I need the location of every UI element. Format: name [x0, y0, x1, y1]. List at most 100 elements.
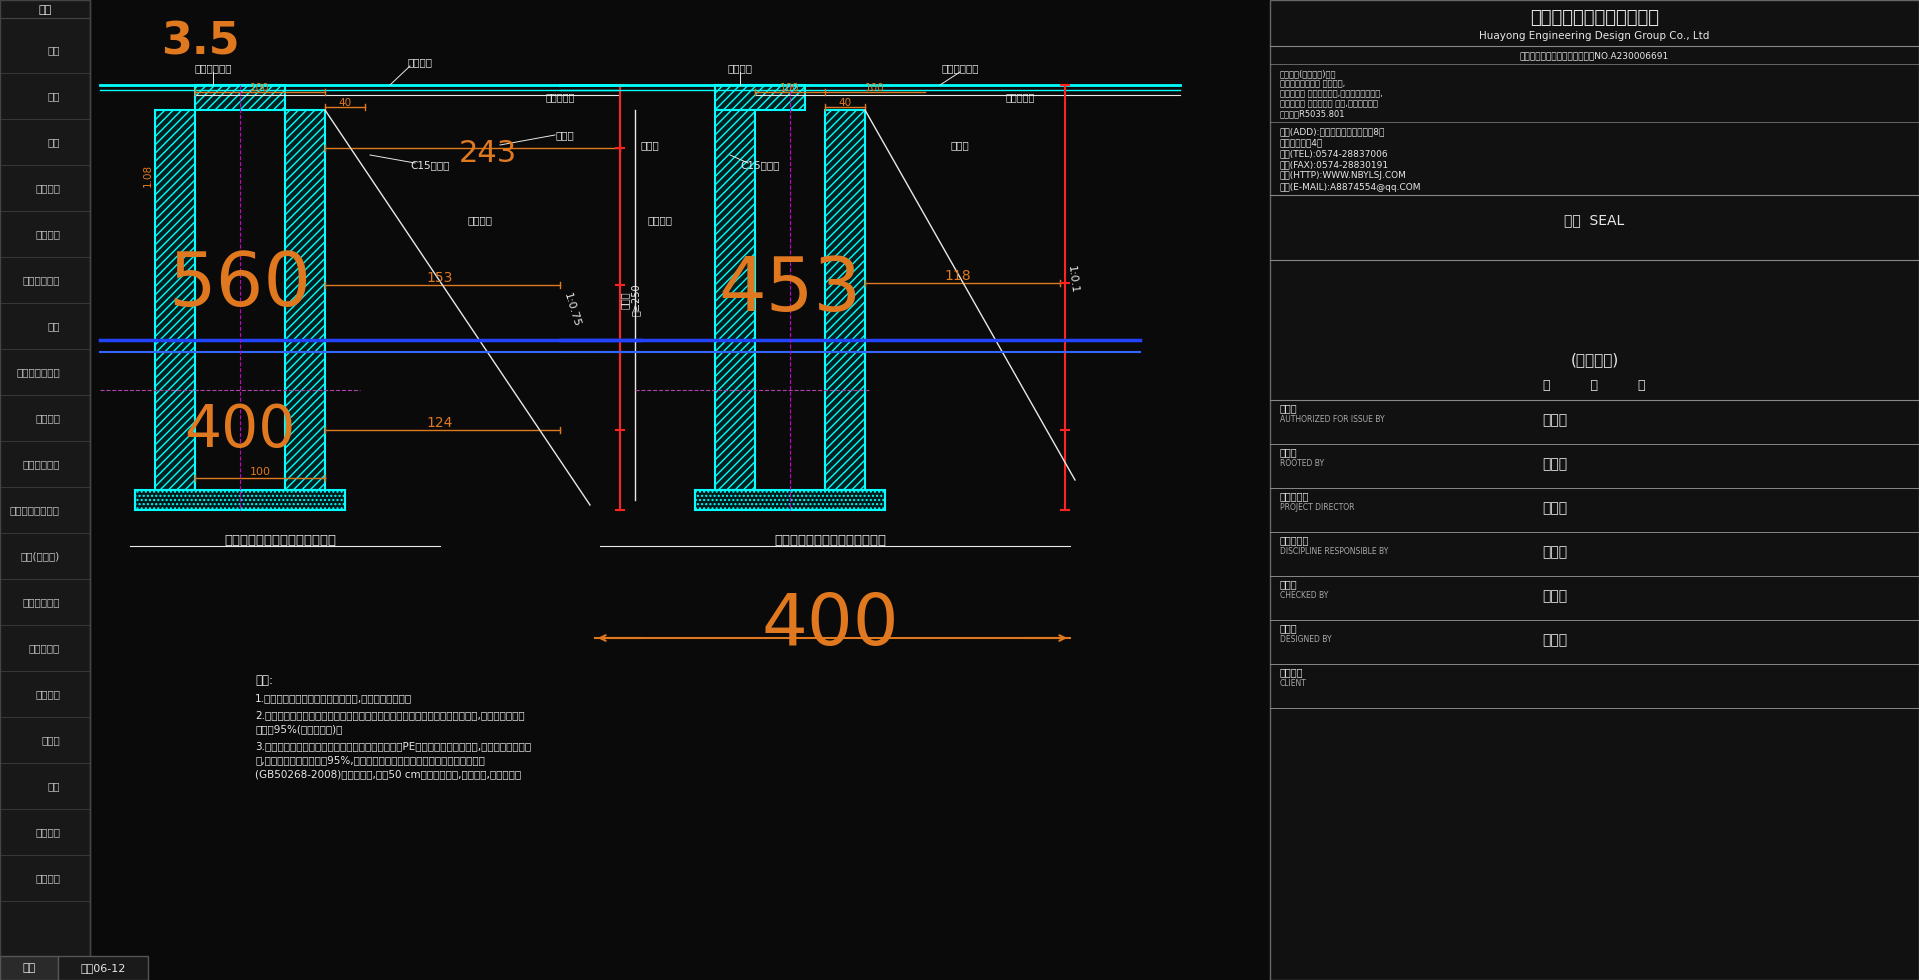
Text: 对齐: 对齐 [48, 45, 59, 55]
Text: 设计路面标高: 设计路面标高 [194, 63, 232, 73]
Text: 柯宝生: 柯宝生 [1543, 457, 1568, 471]
Bar [286, 110, 324, 490]
Bar [196, 85, 286, 110]
Text: 审定人: 审定人 [1280, 403, 1297, 413]
Text: 400: 400 [762, 591, 898, 660]
Text: 100: 100 [865, 83, 885, 93]
Text: 设计人: 设计人 [1280, 623, 1297, 633]
Text: CHECKED BY: CHECKED BY [1280, 591, 1328, 600]
Bar [716, 110, 754, 490]
Text: 宕渣层: 宕渣层 [950, 140, 969, 150]
Text: 校对人: 校对人 [1280, 579, 1297, 589]
Text: C15细石砖: C15细石砖 [741, 160, 779, 170]
Text: 3.当管井大于保允许的压实度不足规定的区域均需做PE管道回填要求进行回填,其他区域可用土回: 3.当管井大于保允许的压实度不足规定的区域均需做PE管道回填要求进行回填,其他区… [255, 741, 532, 751]
Text: 124: 124 [426, 416, 453, 430]
Text: 水利水利测 给排水管道 漏冲,漏冲测测测等: 水利水利测 给排水管道 漏冲,漏冲测测测等 [1280, 100, 1378, 109]
Text: 2.管井井筒周围回填细渣土在道路范围以外于打手夸的内管井周围均需回填细渣,细渣的压实度不: 2.管井井筒周围回填细渣土在道路范围以外于打手夸的内管井周围均需回填细渣,细渣的… [255, 710, 524, 720]
Text: 氥青路面: 氥青路面 [727, 63, 752, 73]
Text: 153: 153 [426, 271, 453, 285]
Bar [196, 85, 286, 110]
Text: 宕渣层: 宕渣层 [641, 140, 660, 150]
Text: 邮筱(E-MAIL):A8874554@qq.COM: 邮筱(E-MAIL):A8874554@qq.COM [1280, 182, 1422, 191]
Text: 放坡时管井四周加固回填示意图: 放坡时管井四周加固回填示意图 [225, 533, 336, 547]
Text: 田连英: 田连英 [1543, 633, 1568, 647]
Text: 测量角度: 测量角度 [35, 827, 59, 837]
Text: 说明:: 说明: [255, 673, 272, 687]
Text: 塘渣回填: 塘渣回填 [647, 215, 672, 225]
Text: 年          月          日: 年 月 日 [1543, 378, 1647, 391]
Text: 专业负责人: 专业负责人 [1280, 535, 1309, 545]
Text: 40: 40 [338, 98, 351, 108]
Text: 100: 100 [249, 467, 271, 477]
Text: CLIENT: CLIENT [1280, 678, 1307, 688]
Text: 矩形面积: 矩形面积 [35, 183, 59, 193]
Text: 开挖槽
宽≥250: 开挖槽 宽≥250 [620, 283, 641, 317]
Text: C15细石砖: C15细石砖 [411, 160, 449, 170]
Text: 章章  SEAL: 章章 SEAL [1564, 213, 1625, 227]
Text: 1.图示尺寸均需管道建工后验收时测,其余均以厘米计。: 1.图示尺寸均需管道建工后验收时测,其余均以厘米计。 [255, 693, 413, 703]
Text: 测量填充面积: 测量填充面积 [23, 597, 59, 607]
Text: 1.08: 1.08 [144, 164, 154, 186]
Text: 电话(TEL):0574-28837006: 电话(TEL):0574-28837006 [1280, 150, 1389, 159]
Text: 测量: 测量 [38, 5, 52, 15]
Bar [825, 110, 865, 490]
Text: 填,回填土密实度不应低于95%,同时满足《给水排水管道工程施工及验收规范》: 填,回填土密实度不应低于95%,同时满足《给水排水管道工程施工及验收规范》 [255, 755, 486, 765]
Bar [716, 85, 804, 110]
Bar [695, 490, 885, 510]
Text: 宕渣层: 宕渣层 [557, 130, 574, 140]
Text: ROOTED BY: ROOTED BY [1280, 459, 1324, 467]
Text: 水泥稳定层: 水泥稳定层 [1006, 92, 1034, 102]
Text: 修改单个标注属性: 修改单个标注属性 [10, 505, 59, 515]
Text: (盖章有效): (盖章有效) [1570, 353, 1618, 368]
Text: 戴富浙: 戴富浙 [1543, 501, 1568, 515]
Bar [716, 110, 754, 490]
Bar [58, 956, 148, 980]
Text: 模型: 模型 [23, 963, 36, 973]
Text: (GB50268-2008)的相关要求,覆盖50 cm的范围土回填,不宜夸实,但需整平。: (GB50268-2008)的相关要求,覆盖50 cm的范围土回填,不宜夸实,但… [255, 769, 522, 779]
Text: 工程实践建议4号: 工程实践建议4号 [1280, 138, 1324, 148]
Bar [155, 110, 196, 490]
Bar [0, 956, 58, 980]
Text: 传真(FAX):0574-28830191: 传真(FAX):0574-28830191 [1280, 161, 1389, 170]
Bar [1270, 0, 1919, 980]
Text: 3.5: 3.5 [161, 21, 240, 64]
Text: 项目负责人: 项目负责人 [1280, 491, 1309, 501]
Bar [286, 110, 324, 490]
Text: 项目名称(通用工程)尺量: 项目名称(通用工程)尺量 [1280, 70, 1336, 78]
Text: 设置标注比例: 设置标注比例 [23, 275, 59, 285]
Bar [134, 490, 345, 510]
Text: 严中辉: 严中辉 [1543, 413, 1568, 427]
Bar [695, 490, 885, 510]
Bar [716, 85, 804, 110]
Text: 审核人: 审核人 [1280, 447, 1297, 457]
Text: 118: 118 [944, 269, 971, 283]
Text: 面积(含弧线): 面积(含弧线) [21, 551, 59, 561]
Text: 查看分段长度: 查看分段长度 [23, 459, 59, 469]
Text: 测量统计: 测量统计 [35, 873, 59, 883]
Text: 40: 40 [839, 98, 852, 108]
Text: 坐标标注: 坐标标注 [35, 229, 59, 239]
Text: 设计路面标高: 设计路面标高 [940, 63, 979, 73]
Text: AUTHORIZED FOR ISSUE BY: AUTHORIZED FOR ISSUE BY [1280, 415, 1386, 423]
Bar [134, 490, 345, 510]
Bar [825, 110, 865, 490]
Text: PROJECT DIRECTOR: PROJECT DIRECTOR [1280, 503, 1355, 512]
Text: 1:0.75: 1:0.75 [562, 292, 581, 328]
Text: 弧长: 弧长 [48, 321, 59, 331]
Text: 有支撑管井四周加固回填示意图: 有支撑管井四周加固回填示意图 [773, 533, 887, 547]
Text: 计算侧面积: 计算侧面积 [29, 643, 59, 653]
Text: 田连英: 田连英 [1543, 545, 1568, 559]
Text: 给排水工程 排水系统专项,给水主排水分工程,: 给排水工程 排水系统专项,给水主排水分工程, [1280, 89, 1384, 99]
Text: 243: 243 [459, 138, 516, 168]
Text: 半径: 半径 [48, 781, 59, 791]
Text: 连续测量: 连续测量 [35, 413, 59, 423]
Text: 100: 100 [781, 83, 800, 93]
Text: 水泥稳定层: 水泥稳定层 [545, 92, 574, 102]
Text: 面积: 面积 [48, 137, 59, 147]
Text: 图纲06-12: 图纲06-12 [81, 963, 125, 973]
Text: 测量圆: 测量圆 [40, 735, 59, 745]
Text: 氥青路面: 氥青路面 [407, 57, 432, 67]
Text: 400: 400 [184, 402, 296, 459]
Text: DESIGNED BY: DESIGNED BY [1280, 634, 1332, 644]
Text: 华南工程设计集团有限公司: 华南工程设计集团有限公司 [1529, 9, 1660, 27]
